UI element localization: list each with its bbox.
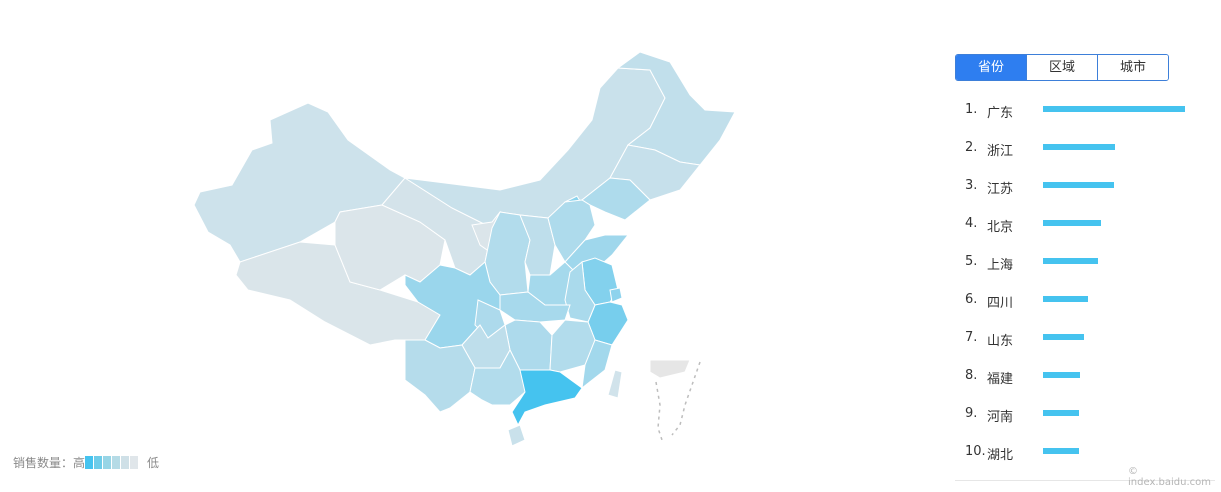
rank-name: 湖北: [987, 448, 1014, 463]
rank-name: 北京: [987, 220, 1014, 235]
rank-bar: [1043, 296, 1088, 302]
rank-number: 2.: [965, 140, 978, 155]
map-region-30[interactable]: [507, 424, 526, 447]
rank-name: 山东: [987, 334, 1014, 349]
rank-row: 5. 上海: [965, 244, 1195, 282]
rank-name: 福建: [987, 372, 1014, 387]
rank-row: 2. 浙江: [965, 130, 1195, 168]
tab-region[interactable]: 区域: [1026, 55, 1097, 80]
rank-row: 1. 广东: [965, 92, 1195, 130]
rank-bar: [1043, 448, 1079, 454]
tab-city[interactable]: 城市: [1097, 55, 1168, 80]
rank-bar: [1043, 334, 1084, 340]
map-region-31[interactable]: [607, 369, 623, 399]
rank-number: 9.: [965, 406, 978, 421]
rank-bar: [1043, 372, 1080, 378]
rank-number: 8.: [965, 368, 978, 383]
rank-name: 江苏: [987, 182, 1014, 197]
map-region-29[interactable]: [511, 369, 583, 427]
rank-number: 3.: [965, 178, 978, 193]
rank-row: 7. 山东: [965, 320, 1195, 358]
rank-row: 6. 四川: [965, 282, 1195, 320]
map-region-17[interactable]: [609, 287, 623, 303]
rank-number: 6.: [965, 292, 978, 307]
rank-bar: [1043, 410, 1079, 416]
rank-name: 上海: [987, 258, 1014, 273]
region-tabs: 省份 区域 城市: [955, 54, 1169, 81]
rank-name: 浙江: [987, 144, 1014, 159]
rank-row: 3. 江苏: [965, 168, 1195, 206]
divider: [955, 480, 1215, 481]
rank-number: 7.: [965, 330, 978, 345]
rank-name: 广东: [987, 106, 1014, 121]
ranking-list: 1. 广东 2. 浙江 3. 江苏 4. 北京 5. 上海 6. 四川 7. 山…: [965, 92, 1195, 472]
rank-bar: [1043, 144, 1115, 150]
legend-swatch-1: [94, 455, 103, 469]
rank-number: 4.: [965, 216, 978, 231]
map-region-27[interactable]: [404, 339, 476, 413]
map-region-25[interactable]: [581, 339, 613, 390]
source-credit: © index.baidu.com: [1128, 466, 1212, 488]
china-map: [193, 51, 736, 447]
legend: 销售数量：高 低: [13, 454, 159, 470]
rank-name: 四川: [987, 296, 1014, 311]
legend-swatch-0: [85, 455, 94, 469]
rank-bar: [1043, 182, 1114, 188]
rank-bar: [1043, 258, 1098, 264]
rank-row: 8. 福建: [965, 358, 1195, 396]
legend-swatch-2: [103, 455, 112, 469]
rank-row: 10. 湖北: [965, 434, 1195, 472]
map-region-19[interactable]: [564, 261, 596, 323]
legend-swatch-3: [112, 455, 121, 469]
rank-number: 1.: [965, 102, 978, 117]
rank-bar: [1043, 106, 1185, 112]
rank-number: 5.: [965, 254, 978, 269]
rank-name: 河南: [987, 410, 1014, 425]
legend-swatch-4: [121, 455, 130, 469]
legend-label: 销售数量：高: [13, 455, 86, 470]
rank-row: 4. 北京: [965, 206, 1195, 244]
map-region-13[interactable]: [547, 199, 596, 263]
south-china-sea-inset: [649, 359, 701, 441]
legend-swatch-5: [130, 455, 139, 469]
rank-number: 10.: [965, 444, 986, 459]
rank-bar: [1043, 220, 1101, 226]
tab-province[interactable]: 省份: [956, 55, 1026, 80]
legend-low-label: 低: [147, 455, 160, 470]
rank-row: 9. 河南: [965, 396, 1195, 434]
